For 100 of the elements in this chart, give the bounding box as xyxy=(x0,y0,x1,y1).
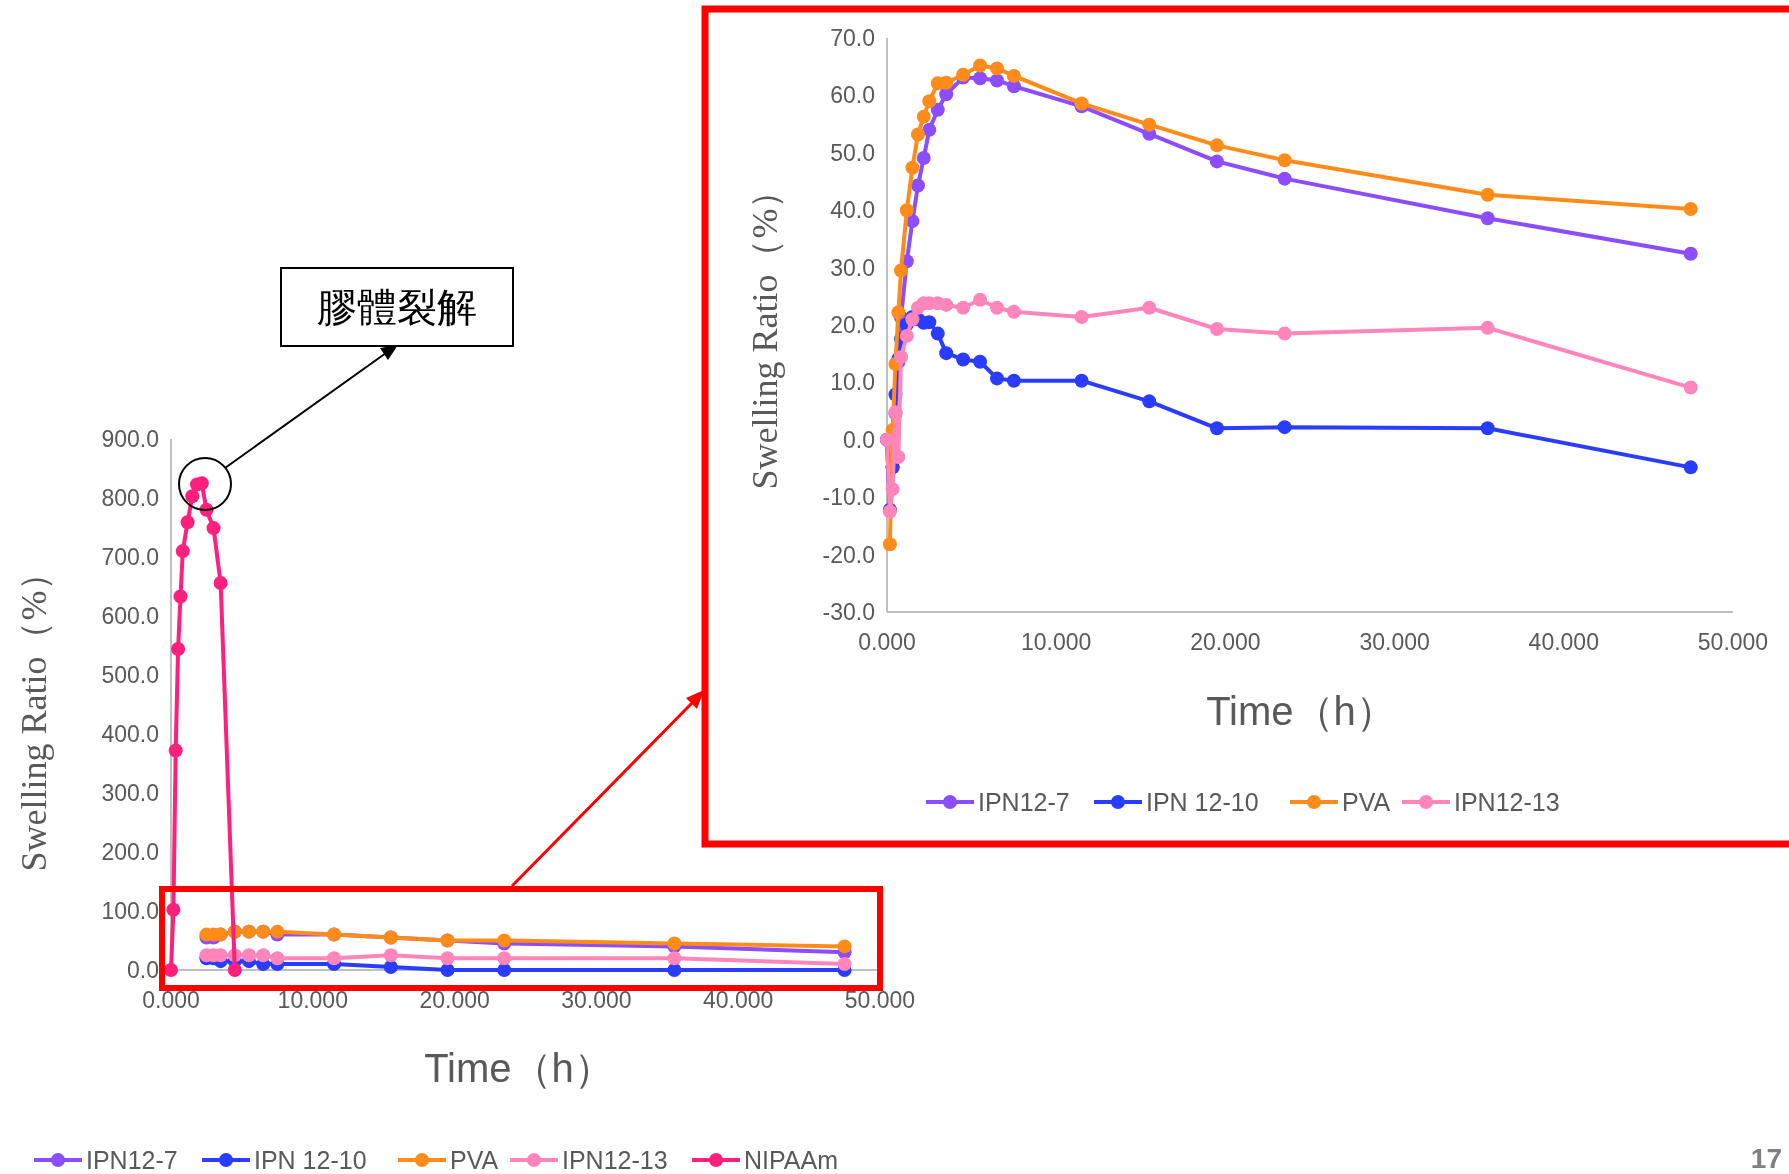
point xyxy=(440,951,455,966)
point xyxy=(891,305,906,320)
point xyxy=(497,963,512,977)
point xyxy=(667,963,682,977)
point xyxy=(882,537,897,552)
point xyxy=(973,58,988,73)
x-tick-label: 50.000 xyxy=(1697,629,1769,655)
point xyxy=(939,297,954,312)
point xyxy=(1683,460,1698,475)
point xyxy=(164,963,178,977)
point xyxy=(1006,304,1021,319)
point xyxy=(166,902,181,917)
point xyxy=(939,346,954,361)
y-tick-label: 500.0 xyxy=(101,662,159,688)
point xyxy=(1006,373,1021,388)
x-tick-label: 30.000 xyxy=(1359,629,1430,655)
x-tick-label: 10.000 xyxy=(1021,629,1092,655)
point xyxy=(837,939,852,954)
y-tick-label: -20.0 xyxy=(822,541,875,568)
y-tick-label: 400.0 xyxy=(101,721,159,747)
point xyxy=(922,94,937,109)
point xyxy=(206,521,221,536)
y-tick-label: -30.0 xyxy=(822,599,875,625)
y-tick-label: 10.0 xyxy=(830,369,875,396)
point xyxy=(885,482,900,497)
y-tick-label: 0.0 xyxy=(127,957,159,983)
point xyxy=(185,489,200,504)
point xyxy=(1209,322,1224,337)
y-tick-label: 700.0 xyxy=(101,544,159,570)
point xyxy=(1683,380,1698,395)
y-tick-label: 20.0 xyxy=(830,312,875,338)
point xyxy=(171,642,186,657)
x-tick-label: 0.000 xyxy=(858,629,916,655)
point xyxy=(910,178,925,193)
y-tick-label: 60.0 xyxy=(830,82,875,109)
point xyxy=(1277,326,1292,341)
point xyxy=(1209,421,1224,436)
point xyxy=(905,160,920,175)
point xyxy=(1142,117,1157,132)
point xyxy=(241,948,256,963)
y-tick-label: 900.0 xyxy=(101,426,159,452)
legend-label: IPN 12-10 xyxy=(1146,788,1259,816)
text: 膠體裂解 xyxy=(317,285,477,329)
legend-label: IPN12-7 xyxy=(978,788,1070,816)
y-tick-label: 70.0 xyxy=(830,25,875,51)
point xyxy=(180,515,195,530)
x-tick-label: 20.000 xyxy=(419,987,490,1013)
x-tick-label: 40.000 xyxy=(1528,629,1599,655)
point xyxy=(1683,246,1698,261)
point xyxy=(989,61,1004,76)
point xyxy=(916,109,931,124)
point xyxy=(213,575,228,590)
x-axis-title: Time（h） xyxy=(1206,689,1396,733)
point xyxy=(175,544,190,559)
point xyxy=(989,73,1004,88)
point xyxy=(989,300,1004,315)
y-axis-title: Swelling Ratio（%） xyxy=(745,172,785,490)
point xyxy=(973,354,988,369)
point xyxy=(383,948,398,963)
x-tick-label: 30.000 xyxy=(561,987,632,1013)
point xyxy=(1142,394,1157,409)
point xyxy=(891,450,906,465)
x-axis-title: Time（h） xyxy=(424,1046,614,1090)
point xyxy=(227,963,242,977)
point xyxy=(916,150,931,165)
point xyxy=(1209,138,1224,153)
point xyxy=(930,102,945,117)
point xyxy=(173,589,188,604)
y-tick-label: -10.0 xyxy=(822,484,875,511)
y-tick-label: 30.0 xyxy=(830,254,875,281)
point xyxy=(973,71,988,86)
point xyxy=(440,963,455,977)
point xyxy=(973,292,988,307)
point xyxy=(930,326,945,341)
y-tick-label: 600.0 xyxy=(101,603,159,629)
point xyxy=(497,951,512,966)
y-tick-label: 300.0 xyxy=(101,780,159,806)
point xyxy=(1074,309,1089,324)
legend-label: IPN 12-10 xyxy=(254,1146,367,1174)
point xyxy=(894,263,909,278)
point xyxy=(1480,320,1495,335)
legend-label: IPN12-13 xyxy=(562,1146,668,1174)
point xyxy=(910,127,925,142)
point xyxy=(327,951,342,966)
point xyxy=(899,203,914,218)
legend-label: NIPAAm xyxy=(744,1146,838,1174)
legend-label: IPN12-13 xyxy=(1454,788,1560,816)
legend-label: PVA xyxy=(1342,788,1391,816)
point xyxy=(1683,202,1698,217)
y-tick-label: 100.0 xyxy=(101,898,159,924)
point xyxy=(1209,154,1224,169)
point xyxy=(956,352,971,367)
point xyxy=(1480,187,1495,202)
y-axis-title: Swelling Ratio（%） xyxy=(14,554,54,872)
text: 17 xyxy=(1750,1143,1782,1174)
y-tick-label: 800.0 xyxy=(101,485,159,511)
x-tick-label: 20.000 xyxy=(1190,629,1261,655)
point xyxy=(837,957,852,972)
point xyxy=(1277,171,1292,186)
legend-label: PVA xyxy=(450,1146,499,1174)
